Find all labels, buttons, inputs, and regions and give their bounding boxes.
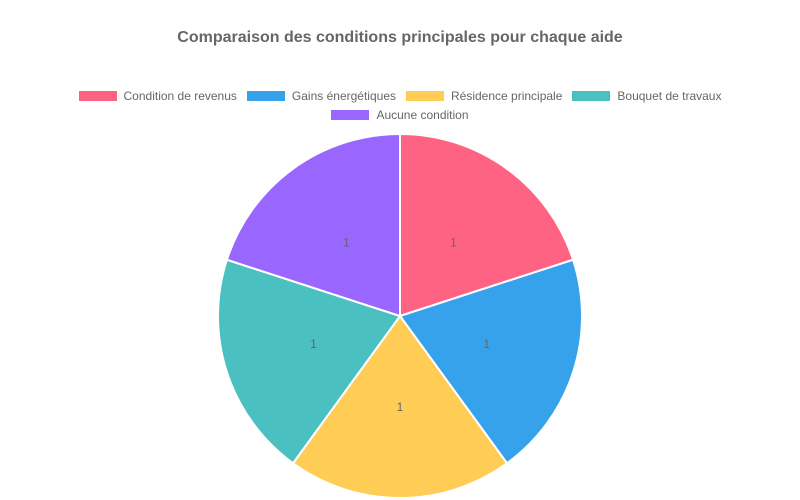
legend-label: Gains énergétiques — [291, 88, 396, 103]
legend-item-condition-de-revenus[interactable]: Condition de revenus — [78, 87, 237, 104]
legend-item-aucune-condition[interactable]: Aucune condition — [331, 106, 469, 123]
legend-item-gains-energetiques[interactable]: Gains énergétiques — [246, 87, 396, 104]
legend-swatch — [78, 90, 117, 101]
pie-slice-gains-energetiques[interactable] — [398, 258, 583, 465]
pie-slices — [217, 132, 583, 499]
legend-label: Aucune condition — [376, 107, 469, 122]
chart-legend: Condition de revenus Gains énergétiques … — [0, 87, 800, 123]
pie-data-labels: 1 1 1 1 1 — [310, 235, 490, 414]
pie-slice-aucune-condition[interactable] — [225, 132, 401, 318]
pie-slice-condition-de-revenus[interactable] — [399, 132, 575, 318]
pie-slice-bouquet-de-travaux[interactable] — [217, 258, 402, 465]
legend-swatch — [406, 90, 444, 101]
slice-value-label: 1 — [450, 235, 457, 249]
slice-value-label: 1 — [343, 235, 350, 249]
slice-value-label: 1 — [310, 337, 317, 351]
legend-row-2: Aucune condition — [0, 106, 800, 123]
legend-label: Résidence principale — [451, 88, 563, 103]
legend-row-1: Condition de revenus Gains énergétiques … — [0, 87, 800, 104]
legend-item-residence-principale[interactable]: Résidence principale — [406, 87, 562, 104]
legend-swatch — [572, 90, 611, 101]
legend-swatch — [246, 90, 285, 101]
legend-label: Condition de revenus — [123, 88, 237, 103]
chart-title: Comparaison des conditions principales p… — [177, 29, 623, 46]
slice-value-label: 1 — [397, 400, 404, 414]
legend-swatch — [331, 109, 370, 120]
legend-label: Bouquet de travaux — [617, 88, 722, 103]
slice-value-label: 1 — [483, 337, 490, 351]
pie-slice-residence-principale[interactable] — [291, 314, 509, 499]
legend-item-bouquet-de-travaux[interactable]: Bouquet de travaux — [572, 87, 721, 104]
